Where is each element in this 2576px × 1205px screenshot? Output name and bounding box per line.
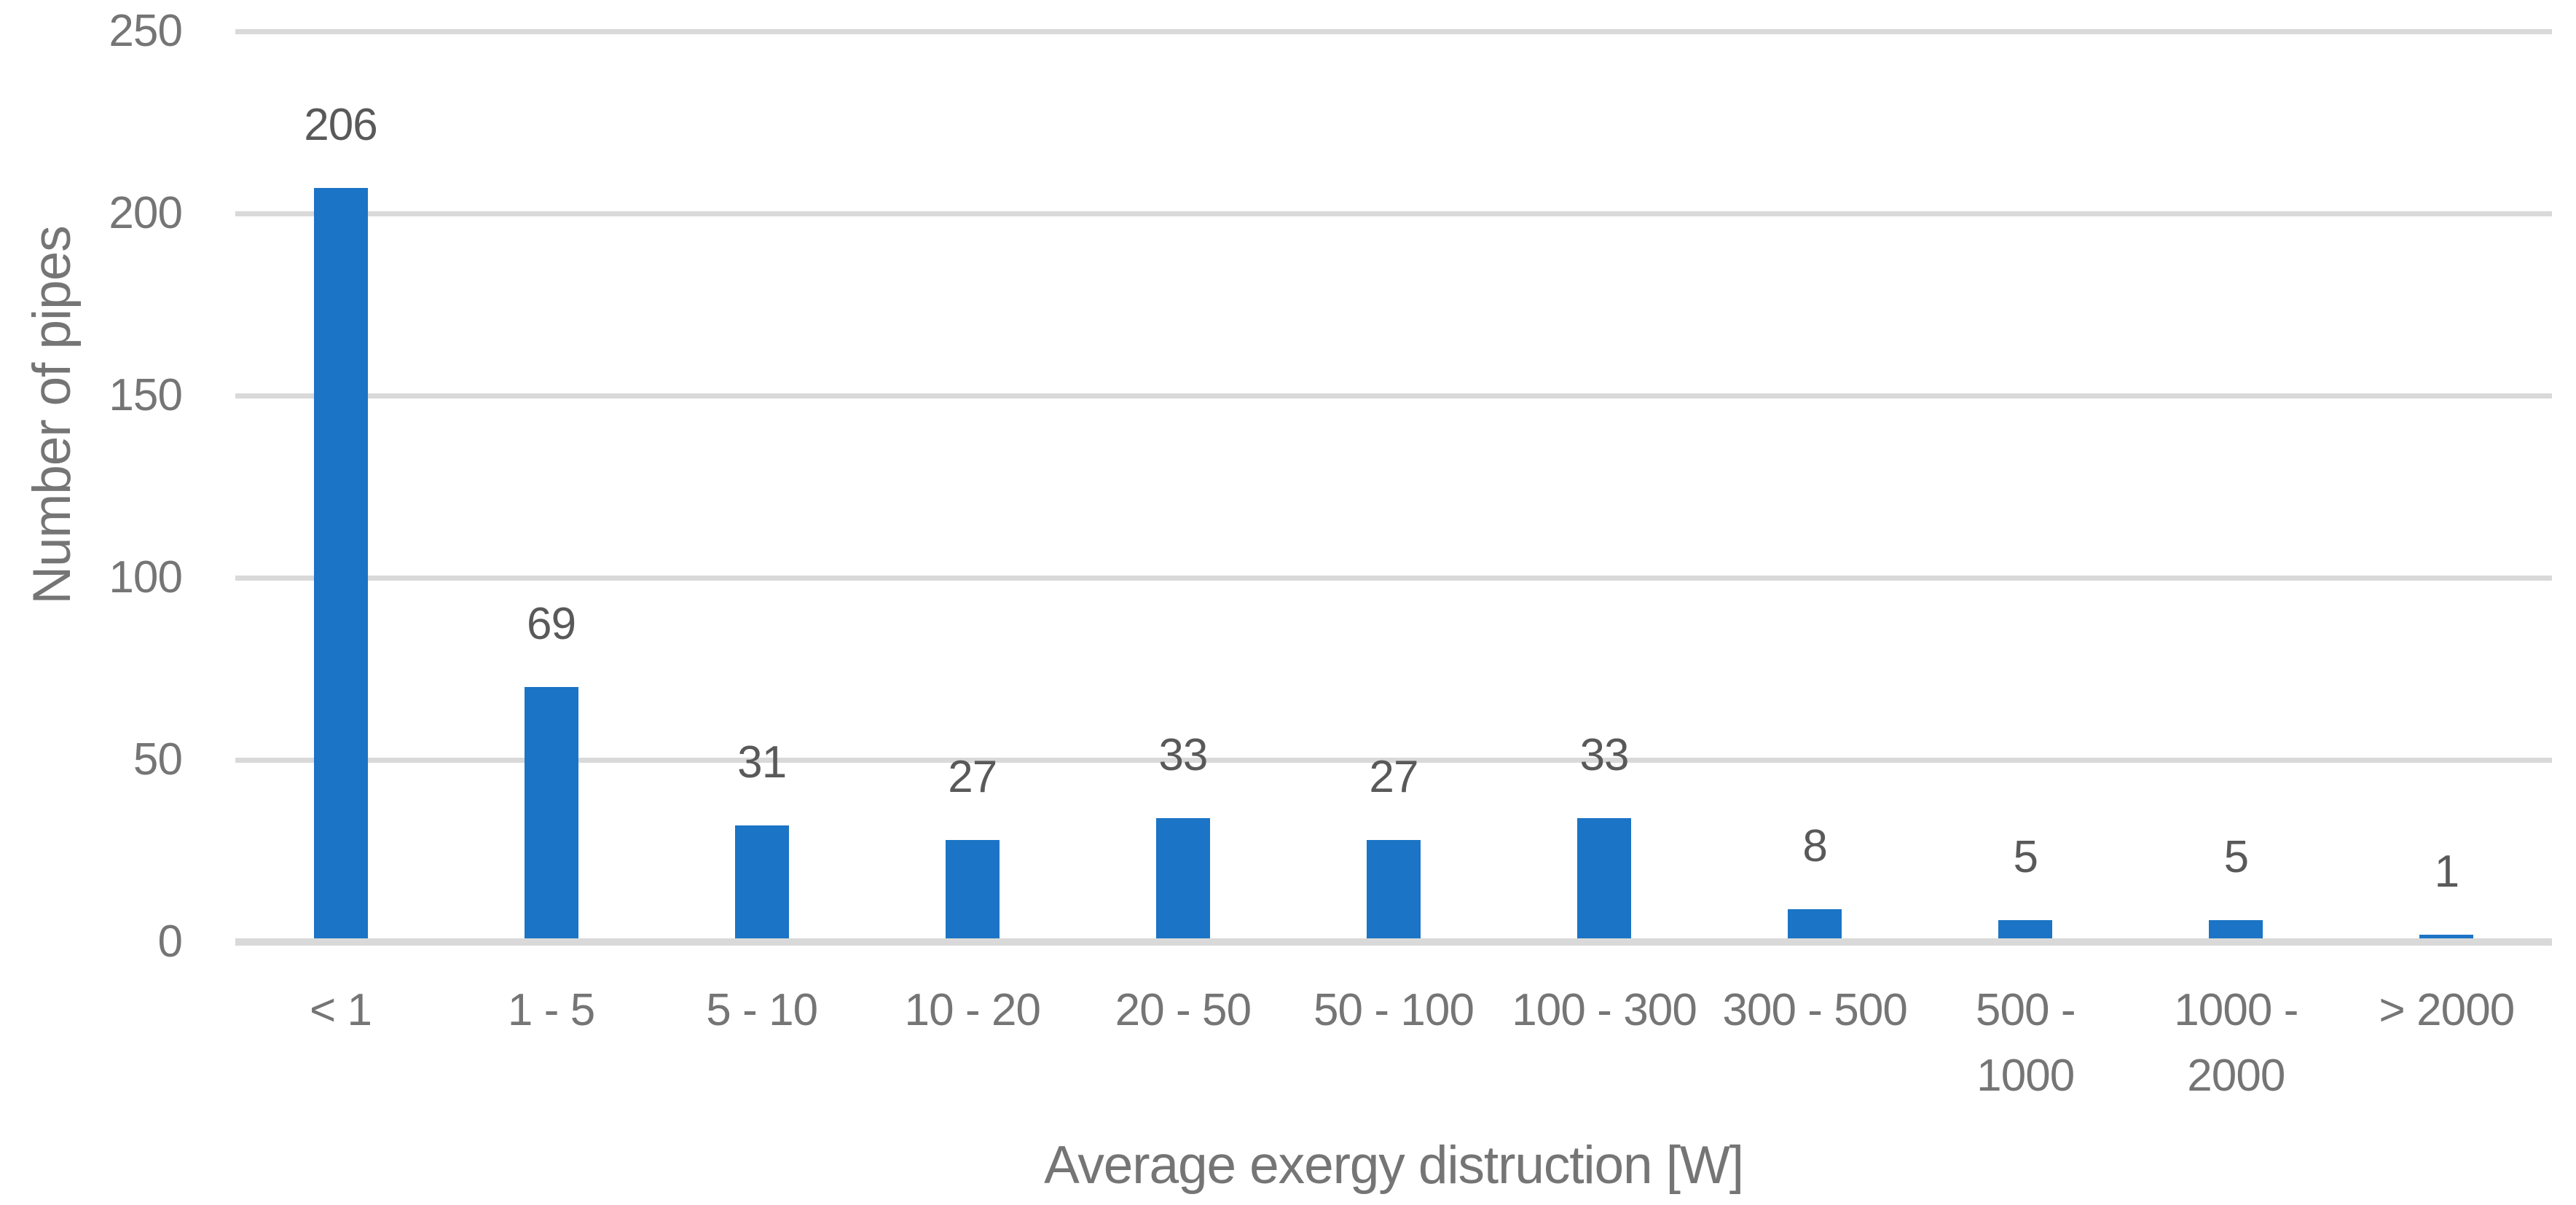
bar-500 - 1000 [1998, 920, 2053, 938]
y-tick-label-250: 250 [109, 6, 183, 56]
x-tick-label-50 - 100: 50 - 100 [1288, 978, 1499, 1043]
x-tick-line: < 1 [309, 985, 372, 1035]
x-tick-label-20 - 50: 20 - 50 [1077, 978, 1288, 1043]
x-tick-label-5 - 10: 5 - 10 [656, 978, 867, 1043]
bar-10 - 20 [945, 840, 1000, 938]
category-slot: 69 [446, 31, 656, 938]
bar-< 1 [313, 188, 368, 938]
x-axis-tick-labels: < 1 1 - 5 5 - 10 10 - 20 20 - 50 50 - 100 100 … [235, 978, 2552, 1123]
y-tick-label-100: 100 [109, 552, 183, 602]
bar-value-label: 69 [527, 599, 576, 649]
x-axis-line [235, 938, 2552, 946]
category-slot: 8 [1710, 31, 1920, 938]
x-tick-line: 100 - 300 [1512, 985, 1697, 1035]
bar-value-label: 27 [948, 752, 997, 802]
category-slot: 206 [235, 31, 446, 938]
x-tick-line: 1000 [1976, 1051, 2075, 1101]
x-tick-label-> 2000: > 2000 [2341, 978, 2552, 1043]
bar-value-label: 1 [2434, 847, 2459, 897]
bar-value-label: 31 [737, 737, 787, 788]
category-slot: 27 [1288, 31, 1499, 938]
bar-300 - 500 [1788, 909, 1842, 938]
gridline-y-50 [235, 758, 2552, 763]
bar-value-label: 33 [1579, 730, 1630, 780]
x-tick-line: 20 - 50 [1115, 985, 1252, 1035]
bar-value-label: 8 [1802, 821, 1827, 871]
bar-100 - 300 [1577, 818, 1632, 938]
category-slot: 1 [2341, 31, 2552, 938]
gridline-y-250 [235, 29, 2552, 34]
gridline-y-100 [235, 576, 2552, 581]
category-slot: 5 [2131, 31, 2341, 938]
y-tick-label-200: 200 [109, 188, 183, 238]
x-tick-label-1000 - 2000: 1000 - 2000 [2131, 978, 2341, 1109]
x-tick-label-100 - 300: 100 - 300 [1499, 978, 1710, 1043]
y-tick-label-150: 150 [109, 370, 183, 420]
category-slot: 33 [1499, 31, 1710, 938]
x-tick-label-500 - 1000: 500 - 1000 [1920, 978, 2131, 1109]
bar-value-label: 27 [1369, 752, 1418, 802]
y-tick-label-0: 0 [157, 916, 182, 967]
bar-20 - 50 [1155, 818, 1210, 938]
bar-> 2000 [2419, 935, 2474, 938]
x-tick-line: 300 - 500 [1722, 985, 1908, 1035]
x-tick-line: 10 - 20 [904, 985, 1041, 1035]
x-tick-line: > 2000 [2379, 985, 2516, 1035]
x-tick-label-< 1: < 1 [235, 978, 446, 1043]
plot-area: 206 69 31 27 33 27 33 8 5 5 1 [235, 29, 2552, 938]
bar-value-label: 5 [2223, 832, 2249, 882]
x-tick-line: 1000 - [2174, 985, 2298, 1035]
bar-1000 - 2000 [2209, 920, 2263, 938]
x-tick-line: 50 - 100 [1313, 985, 1474, 1035]
x-tick-line: 5 - 10 [706, 985, 818, 1035]
gridline-y-150 [235, 393, 2552, 399]
gridline-y-200 [235, 211, 2552, 216]
bar-value-label: 5 [2013, 832, 2038, 882]
category-slot: 33 [1077, 31, 1288, 938]
x-tick-line: 2000 [2187, 1051, 2285, 1101]
bar-50 - 100 [1366, 840, 1421, 938]
x-tick-label-1 - 5: 1 - 5 [446, 978, 656, 1043]
x-axis-title: Average exergy distruction [W] [1044, 1136, 1744, 1195]
category-slot: 27 [867, 31, 1077, 938]
x-tick-label-300 - 500: 300 - 500 [1710, 978, 1920, 1043]
x-tick-label-10 - 20: 10 - 20 [867, 978, 1077, 1043]
x-tick-line: 500 - [1975, 985, 2076, 1035]
x-tick-line: 1 - 5 [507, 985, 595, 1035]
y-tick-label-50: 50 [133, 734, 183, 785]
category-slot: 31 [656, 31, 867, 938]
bar-value-label: 206 [304, 100, 378, 150]
bar-5 - 10 [734, 825, 789, 938]
bar-value-label: 33 [1158, 730, 1208, 780]
bar-1 - 5 [524, 687, 578, 938]
category-slot: 5 [1920, 31, 2131, 938]
